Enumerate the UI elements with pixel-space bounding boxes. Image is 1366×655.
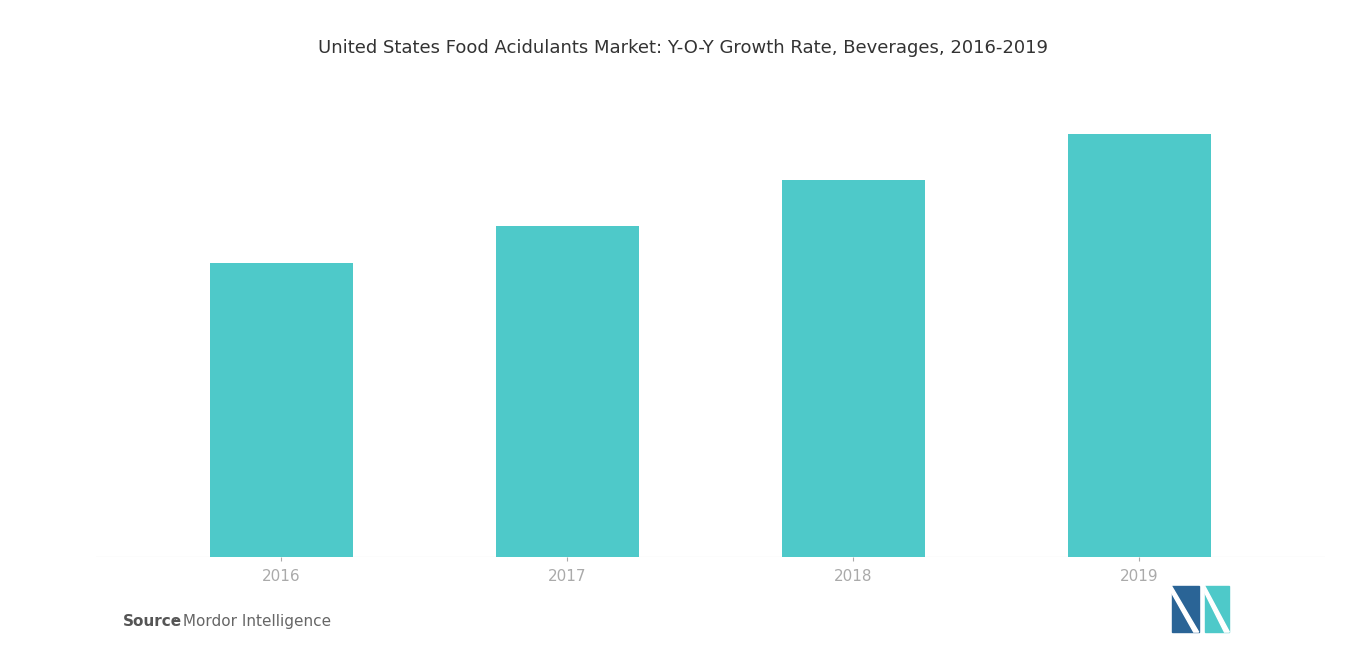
Polygon shape: [1205, 586, 1229, 632]
Text: Source: Source: [123, 614, 182, 629]
Bar: [210, 263, 352, 557]
Polygon shape: [1172, 586, 1199, 632]
Bar: [496, 226, 639, 557]
Bar: [781, 179, 925, 557]
Text: : Mordor Intelligence: : Mordor Intelligence: [168, 614, 331, 629]
Polygon shape: [1205, 586, 1229, 632]
Text: United States Food Acidulants Market: Y-O-Y Growth Rate, Beverages, 2016-2019: United States Food Acidulants Market: Y-…: [318, 39, 1048, 57]
Bar: [1068, 134, 1210, 557]
Polygon shape: [1172, 586, 1199, 632]
